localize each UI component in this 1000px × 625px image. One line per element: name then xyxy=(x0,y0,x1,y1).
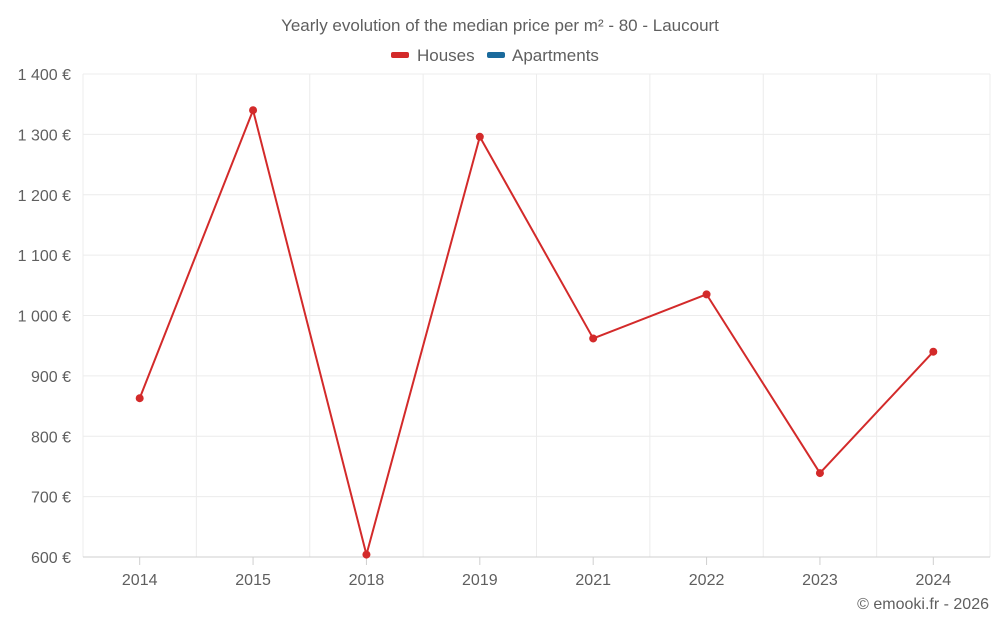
y-tick-label: 700 € xyxy=(31,490,71,507)
legend-swatch-houses xyxy=(391,52,409,58)
series-houses xyxy=(135,106,938,559)
data-point[interactable] xyxy=(929,347,938,356)
y-tick-label: 1 100 € xyxy=(18,248,71,265)
x-axis-ticks: 2014 2015 2018 2019 2021 2022 2023 2024 xyxy=(122,557,951,589)
data-point[interactable] xyxy=(589,334,598,343)
y-tick-label: 800 € xyxy=(31,429,71,446)
y-axis-ticks: 600 € 700 € 800 € 900 € 1 000 € 1 100 € 1 200 … xyxy=(18,67,71,567)
y-tick-label: 1 300 € xyxy=(18,127,71,144)
chart-title: Yearly evolution of the median price per… xyxy=(281,16,719,35)
x-tick-label: 2023 xyxy=(802,572,838,589)
x-tick-label: 2015 xyxy=(235,572,271,589)
data-point[interactable] xyxy=(702,290,711,299)
data-point[interactable] xyxy=(362,550,371,559)
x-tick-label: 2018 xyxy=(349,572,385,589)
legend-swatch-apartments xyxy=(487,52,505,58)
data-point[interactable] xyxy=(475,132,484,141)
x-tick-label: 2021 xyxy=(575,572,611,589)
credit-text: © emooki.fr - 2026 xyxy=(857,596,989,613)
data-point[interactable] xyxy=(135,394,144,403)
x-tick-label: 2019 xyxy=(462,572,498,589)
x-tick-label: 2024 xyxy=(916,572,952,589)
legend-label-houses: Houses xyxy=(417,46,475,65)
y-tick-label: 1 200 € xyxy=(18,188,71,205)
legend-item-apartments[interactable]: Apartments xyxy=(487,46,599,65)
legend: Houses Apartments xyxy=(391,46,599,65)
data-point[interactable] xyxy=(249,106,258,115)
series-line-houses xyxy=(138,109,935,556)
y-tick-label: 600 € xyxy=(31,550,71,567)
y-tick-label: 1 000 € xyxy=(18,309,71,326)
data-point[interactable] xyxy=(815,469,824,478)
x-tick-label: 2014 xyxy=(122,572,158,589)
legend-label-apartments: Apartments xyxy=(512,46,599,65)
y-tick-label: 900 € xyxy=(31,369,71,386)
legend-item-houses[interactable]: Houses xyxy=(391,46,475,65)
x-tick-label: 2022 xyxy=(689,572,725,589)
y-tick-label: 1 400 € xyxy=(18,67,71,84)
